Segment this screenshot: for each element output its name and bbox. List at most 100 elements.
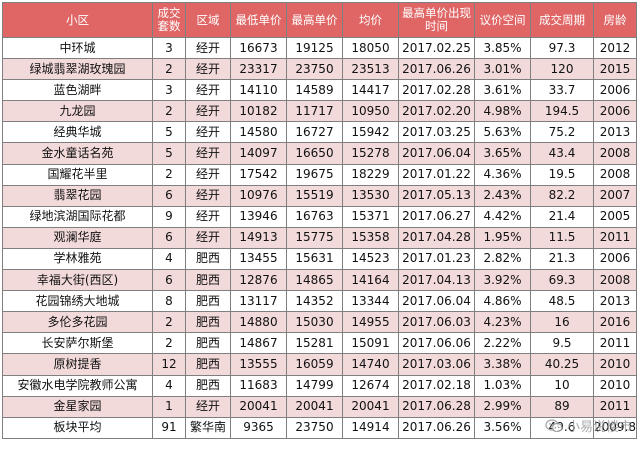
table-cell: 3.61% xyxy=(474,79,531,102)
table-cell: 14865 xyxy=(286,269,343,292)
table-cell: 15775 xyxy=(286,226,343,249)
header-cell: 最低单价 xyxy=(230,2,287,38)
table-cell: 2017.03.25 xyxy=(398,121,475,144)
table-cell: 14740 xyxy=(342,353,399,376)
table-cell: 23750 xyxy=(286,416,343,439)
table-cell: 2017.02.20 xyxy=(398,100,475,123)
table-cell: 3.38% xyxy=(474,353,531,376)
header-cell: 成交周期 xyxy=(530,2,594,38)
table-cell: 2.99% xyxy=(474,395,531,418)
table-cell: 花园锦绣大地城 xyxy=(2,290,153,313)
table-cell: 1.03% xyxy=(474,374,531,397)
wechat-icon xyxy=(545,418,563,432)
table-cell: 91 xyxy=(152,416,186,439)
table-cell: 3.01% xyxy=(474,58,531,81)
table-cell: 5 xyxy=(152,121,186,144)
table-cell: 经开 xyxy=(185,184,231,207)
table-row: 九龙园 2 经开 10182 11717 10950 2017.02.20 4.98% 194.… xyxy=(2,100,637,123)
table-cell: 43.4 xyxy=(530,142,594,165)
table-cell: 2011 xyxy=(593,395,637,418)
table-cell: 9.5 xyxy=(530,332,594,355)
table-cell: 75.2 xyxy=(530,121,594,144)
table-cell: 6 xyxy=(152,226,186,249)
table-cell: 经开 xyxy=(185,205,231,228)
table-cell: 2 xyxy=(152,311,186,334)
table-cell: 2013 xyxy=(593,121,637,144)
table-cell: 2008 xyxy=(593,163,637,186)
table-cell: 2016 xyxy=(593,311,637,334)
table-cell: 13455 xyxy=(230,247,287,271)
summary-row: 板块平均91繁华南936523750149142017.06.263.56%49… xyxy=(2,416,637,439)
table-cell: 5 xyxy=(152,142,186,165)
table-row: 金星家园 1 经开 20041 20041 20041 2017.06.28 2.99% 89 2… xyxy=(2,395,637,418)
table-cell: 2006 xyxy=(593,100,637,123)
table-cell: 10 xyxy=(530,374,594,397)
table-cell: 2017.06.04 xyxy=(398,290,475,313)
table-cell: 8 xyxy=(152,290,186,313)
table-row: 经典华城 5 经开 14580 16727 15942 2017.03.25 5.63% 75.… xyxy=(2,121,637,144)
table-row: 花园锦绣大地城 8 肥西 13117 14352 13344 2017.06.04 4.86%… xyxy=(2,290,637,313)
table-cell: 2017.01.22 xyxy=(398,163,475,186)
table-cell: 幸福大街(西区) xyxy=(2,269,153,292)
table-cell: 3 xyxy=(152,36,186,60)
table-cell: 原树提香 xyxy=(2,353,153,376)
table-cell: 21.3 xyxy=(530,247,594,271)
table-cell: 经开 xyxy=(185,36,231,60)
table-cell: 2 xyxy=(152,163,186,186)
table-row: 安徽水电学院教师公寓 4 肥西 11683 14799 12674 2017.02.18 1.… xyxy=(2,374,637,397)
header-cell: 区域 xyxy=(185,2,231,38)
table-cell: 12 xyxy=(152,353,186,376)
table-cell: 15519 xyxy=(286,184,343,207)
table-cell: 3.65% xyxy=(474,142,531,165)
table-cell: 14589 xyxy=(286,79,343,102)
table-cell: 82.2 xyxy=(530,184,594,207)
table-cell: 2017.04.28 xyxy=(398,226,475,249)
header-row: 小区 成交套数 区域 最低单价 最高单价 均价 最高单价出现时间 议价空间 成交… xyxy=(2,2,637,38)
table-cell: 2017.06.03 xyxy=(398,311,475,334)
table-cell: 97.3 xyxy=(530,36,594,60)
housing-table: 小区 成交套数 区域 最低单价 最高单价 均价 最高单价出现时间 议价空间 成交… xyxy=(2,2,637,439)
table-cell: 中环城 xyxy=(2,36,153,60)
table-cell: 4.23% xyxy=(474,311,531,334)
table-cell: 3.92% xyxy=(474,269,531,292)
table-cell: 10182 xyxy=(230,100,287,123)
table-cell: 长安萨尔斯堡 xyxy=(2,332,153,355)
table-cell: 肥西 xyxy=(185,353,231,376)
table-cell: 14164 xyxy=(342,269,399,292)
table-cell: 40.25 xyxy=(530,353,594,376)
table-cell: 经开 xyxy=(185,142,231,165)
table-cell: 2015 xyxy=(593,58,637,81)
table-cell: 23513 xyxy=(342,58,399,81)
table-cell: 14523 xyxy=(342,247,399,271)
header-cell: 议价空间 xyxy=(474,2,531,38)
table-cell: 肥西 xyxy=(185,269,231,292)
table-cell: 2013 xyxy=(593,290,637,313)
table-cell: 11717 xyxy=(286,100,343,123)
table-row: 多伦多花园 2 肥西 14880 15030 14955 2017.06.03 4.23% 16… xyxy=(2,311,637,334)
table-cell: 肥西 xyxy=(185,311,231,334)
table-cell: 4.36% xyxy=(474,163,531,186)
table-cell: 16763 xyxy=(286,205,343,228)
table-cell: 18050 xyxy=(342,36,399,60)
table-cell: 48.5 xyxy=(530,290,594,313)
table-cell: 9365 xyxy=(230,416,287,439)
table-cell: 4.86% xyxy=(474,290,531,313)
table-row: 金水童话名苑 5 经开 14097 16650 15278 2017.06.04 3.65% 4… xyxy=(2,142,637,165)
table-cell: 绿城翡翠湖玫瑰园 xyxy=(2,58,153,81)
table-body: 中环城 3 经开 16673 19125 18050 2017.02.25 3.85% 97.3… xyxy=(2,36,637,439)
header-cell: 房龄 xyxy=(593,2,637,38)
table-cell: 14880 xyxy=(230,311,287,334)
table-cell: 14110 xyxy=(230,79,287,102)
table-cell: 12674 xyxy=(342,374,399,397)
table-cell: 肥西 xyxy=(185,290,231,313)
table-cell: 15942 xyxy=(342,121,399,144)
table-cell: 2010 xyxy=(593,374,637,397)
table-cell: 4 xyxy=(152,247,186,271)
table-cell: 2012 xyxy=(593,36,637,60)
table-cell: 19125 xyxy=(286,36,343,60)
table-cell: 2017.02.25 xyxy=(398,36,475,60)
table-cell: 16650 xyxy=(286,142,343,165)
table-cell: 3.56% xyxy=(474,416,531,439)
table-cell: 蓝色湖畔 xyxy=(2,79,153,102)
table-row: 绿城翡翠湖玫瑰园 2 经开 23317 23750 23513 2017.06.26 3.01… xyxy=(2,58,637,81)
